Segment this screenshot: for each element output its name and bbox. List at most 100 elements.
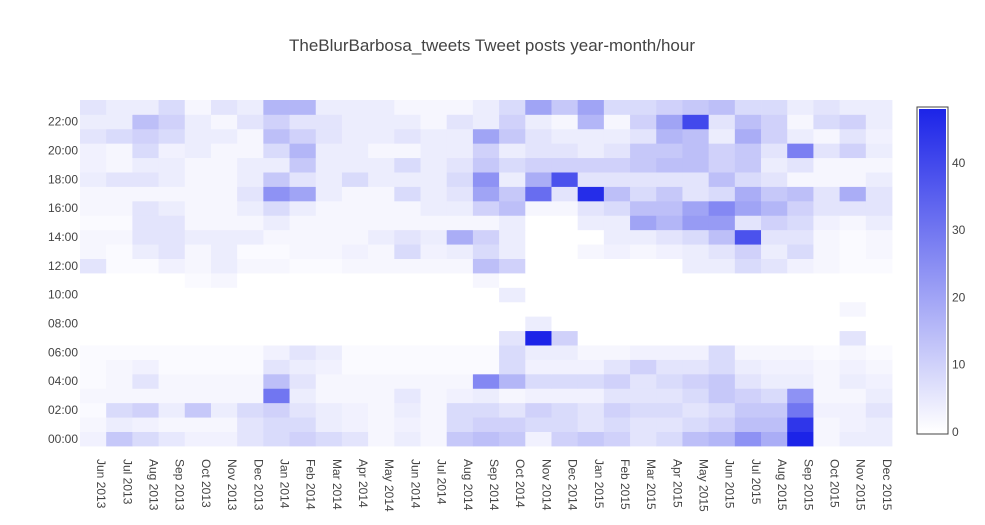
heatmap-cell (420, 359, 448, 375)
heatmap-cell (839, 244, 867, 259)
heatmap-cell (184, 373, 212, 389)
heatmap-cell (656, 330, 683, 346)
heatmap-cell (315, 345, 343, 360)
heatmap-cell (603, 431, 631, 447)
heatmap-cell (603, 359, 631, 375)
heatmap-cell (839, 157, 867, 173)
heatmap-cell (656, 100, 683, 115)
heatmap-cell (499, 200, 526, 216)
heatmap-cell (184, 229, 212, 245)
heatmap-cell (656, 157, 683, 173)
heatmap-cell (106, 301, 133, 317)
heatmap-cell (603, 345, 631, 360)
heatmap-cell (813, 258, 841, 274)
heatmap-cell (341, 330, 369, 346)
heatmap-cell (315, 200, 343, 216)
x-tick-label: Aug 2013 (146, 459, 160, 511)
heatmap-cell (813, 330, 841, 346)
heatmap-cell (656, 316, 683, 332)
heatmap-cell (656, 200, 683, 216)
heatmap-cell (551, 200, 579, 216)
x-tick-label: Jan 2014 (277, 459, 291, 509)
heatmap-cell (289, 215, 317, 231)
heatmap-cell (263, 373, 290, 389)
heatmap-cell (761, 229, 788, 245)
heatmap-cell (682, 316, 710, 332)
heatmap-cell (682, 287, 710, 303)
heatmap-cell (263, 215, 290, 231)
heatmap-cell (682, 345, 710, 360)
heatmap-cell (813, 172, 841, 187)
heatmap-cell (237, 417, 264, 432)
heatmap-cell (577, 388, 605, 404)
heatmap-cell (420, 373, 448, 389)
heatmap-cell (263, 273, 290, 288)
heatmap-cell (341, 172, 369, 187)
heatmap-cell (577, 417, 605, 432)
heatmap-cell (656, 273, 683, 288)
heatmap-cell (839, 417, 867, 432)
heatmap-cell (682, 128, 710, 144)
heatmap-cell (682, 258, 710, 274)
heatmap-cell (446, 100, 474, 115)
heatmap-cell (499, 345, 526, 360)
x-tick-label: Nov 2013 (225, 459, 239, 511)
heatmap-cell (158, 172, 186, 187)
heatmap-cell (237, 172, 264, 187)
heatmap-cell (341, 258, 369, 274)
heatmap-cell (603, 273, 631, 288)
heatmap-cell (132, 128, 159, 144)
heatmap-cell (446, 200, 474, 216)
colorbar-tick-label: 0 (952, 425, 959, 439)
heatmap-cell (603, 229, 631, 245)
heatmap-cell (551, 172, 579, 187)
heatmap-cell (734, 388, 762, 404)
heatmap-cell (577, 287, 605, 303)
heatmap-cell (132, 100, 159, 115)
heatmap-cell (263, 417, 290, 432)
heatmap-cell (106, 186, 133, 202)
heatmap-cell (106, 287, 133, 303)
heatmap-cell (787, 172, 814, 187)
heatmap-cell (80, 301, 107, 317)
heatmap-cells (80, 100, 893, 447)
heatmap-cell (865, 330, 893, 346)
heatmap-cell (499, 186, 526, 202)
heatmap-cell (630, 114, 657, 130)
heatmap-cell (682, 373, 710, 389)
heatmap-cell (472, 431, 500, 447)
heatmap-cell (734, 186, 762, 202)
heatmap-cell (263, 200, 290, 216)
heatmap-cell (420, 345, 448, 360)
heatmap-cell (734, 316, 762, 332)
heatmap-cell (865, 417, 893, 432)
heatmap-cell (839, 215, 867, 231)
heatmap-cell (368, 330, 395, 346)
heatmap-cell (132, 229, 159, 245)
x-tick-label: Apr 2015 (670, 459, 684, 508)
heatmap-cell (708, 143, 736, 159)
heatmap-cell (158, 431, 186, 447)
heatmap-cell (368, 258, 395, 274)
heatmap-cell (839, 172, 867, 187)
heatmap-cell (761, 128, 788, 144)
heatmap-cell (237, 186, 264, 202)
heatmap-cell (446, 301, 474, 317)
heatmap-cell (656, 301, 683, 317)
heatmap-cell (630, 345, 657, 360)
heatmap-cell (184, 402, 212, 418)
heatmap-cell (237, 114, 264, 130)
heatmap-cell (472, 388, 500, 404)
heatmap-cell (341, 186, 369, 202)
heatmap-cell (184, 273, 212, 288)
heatmap-cell (341, 431, 369, 447)
heatmap-cell (237, 287, 264, 303)
heatmap-cell (446, 114, 474, 130)
heatmap-cell (865, 200, 893, 216)
x-tick-label: Oct 2014 (513, 459, 527, 508)
heatmap-cell (839, 143, 867, 159)
heatmap-cell (839, 200, 867, 216)
heatmap-cell (525, 345, 552, 360)
heatmap-cell (813, 402, 841, 418)
heatmap-cell (577, 359, 605, 375)
